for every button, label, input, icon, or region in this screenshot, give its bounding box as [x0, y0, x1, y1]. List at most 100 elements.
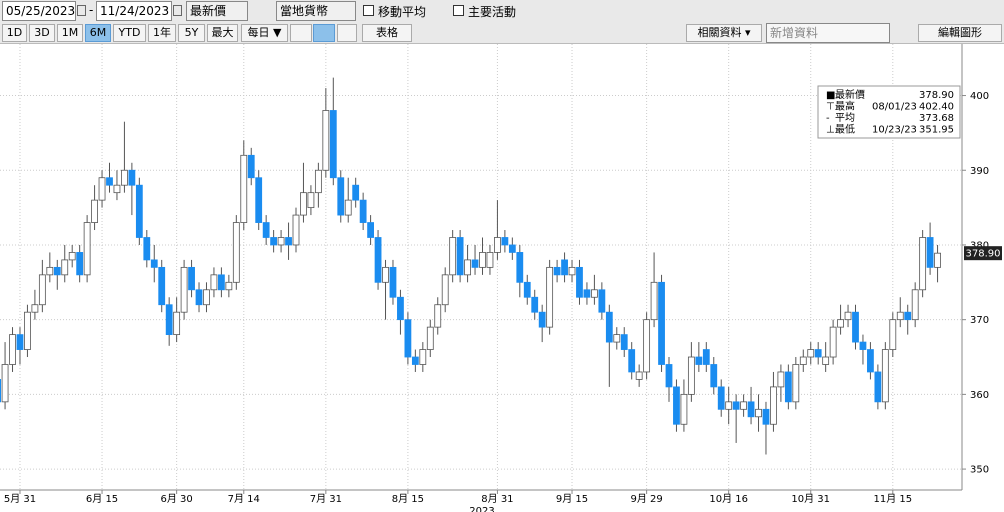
candle-body	[486, 252, 494, 268]
start-date[interactable]: 05/25/2023	[2, 1, 76, 21]
icon-button[interactable]	[290, 24, 312, 42]
candle-body	[61, 259, 69, 276]
candle	[300, 162, 307, 223]
candle-body	[635, 371, 643, 380]
candle	[695, 342, 703, 372]
x-tick-label: 5月 31	[4, 493, 36, 505]
candle	[277, 230, 285, 253]
candle-body	[300, 192, 307, 216]
candle	[874, 364, 882, 410]
legend-label: 最高	[835, 100, 855, 113]
candle	[471, 244, 479, 275]
candle-body	[158, 266, 166, 306]
candle-body	[822, 356, 830, 365]
candle-body	[173, 311, 181, 336]
legend-value: 402.40	[919, 102, 954, 113]
candle	[337, 170, 345, 223]
candle	[867, 342, 874, 380]
candle-body	[277, 237, 285, 246]
candle-body	[583, 289, 591, 298]
x-tick-label: 9月 15	[556, 493, 588, 505]
legend-date: 08/01/23	[872, 102, 917, 113]
candle-body	[859, 341, 867, 350]
candle	[673, 379, 680, 432]
candle	[150, 244, 158, 283]
candle	[285, 222, 292, 260]
checkbox[interactable]	[453, 5, 464, 16]
edit-chart[interactable]: 編輯圖形	[918, 24, 1002, 42]
range-button[interactable]: YTD	[113, 24, 146, 42]
table-button[interactable]: 表格	[362, 24, 412, 42]
candle-body	[16, 334, 24, 350]
candle	[904, 304, 912, 335]
candle-body	[762, 408, 770, 425]
candle	[665, 357, 673, 402]
candle-body	[508, 244, 516, 253]
frequency[interactable]: 每日 ▼	[241, 24, 288, 42]
checkbox[interactable]	[363, 5, 374, 16]
calendar-icon[interactable]	[77, 5, 86, 16]
legend-icon: ⊥	[826, 125, 835, 136]
candle-body	[837, 319, 844, 328]
candle	[680, 379, 688, 432]
candle-body	[605, 311, 613, 343]
candle	[16, 327, 24, 365]
add-data[interactable]: 新增資料	[766, 23, 890, 43]
y-tick-label: 350	[970, 465, 989, 476]
range-button[interactable]: 6M	[85, 24, 111, 42]
candle	[173, 297, 181, 343]
key-events[interactable]: 主要活動	[468, 5, 517, 19]
candle	[717, 379, 725, 417]
y-tick-label: 380	[970, 240, 989, 251]
candle	[598, 282, 606, 320]
currency-select[interactable]: 當地貨幣	[276, 1, 356, 21]
end-date[interactable]: 11/24/2023	[96, 1, 172, 21]
candle-body	[874, 371, 882, 403]
candle-body	[673, 386, 680, 425]
candle	[91, 185, 98, 231]
candle	[658, 274, 665, 372]
candle-body	[531, 296, 539, 313]
candle	[523, 274, 531, 305]
icon-button[interactable]	[313, 24, 335, 42]
candle	[449, 230, 457, 283]
candle-body	[352, 184, 360, 201]
candle-body	[46, 266, 54, 276]
candle-body	[68, 252, 76, 261]
calendar-icon[interactable]	[173, 5, 182, 16]
range-button[interactable]: 5Y	[178, 24, 205, 42]
range-button[interactable]: 1D	[2, 24, 27, 42]
related-button[interactable]: 相關資料 ▾	[686, 24, 762, 42]
candle	[404, 312, 412, 365]
icon-button[interactable]	[337, 24, 357, 42]
y-tick-label: 360	[970, 390, 989, 401]
candle	[292, 207, 300, 253]
range-button[interactable]: 最大	[207, 24, 238, 42]
candle-body	[106, 177, 113, 186]
candle-body	[628, 349, 636, 373]
field-select[interactable]: 最新價	[186, 1, 248, 21]
candle	[121, 121, 128, 193]
range-button[interactable]: 1年	[148, 24, 176, 42]
candle-body	[1, 364, 9, 403]
candle	[24, 304, 31, 358]
range-button[interactable]: 1M	[57, 24, 83, 42]
candle-body	[844, 311, 852, 321]
candle	[643, 312, 651, 380]
range-button[interactable]: 3D	[29, 24, 55, 42]
legend-label: 平均	[835, 112, 855, 124]
candle	[210, 267, 218, 298]
candle-body	[135, 184, 143, 238]
candle-body	[121, 169, 128, 186]
candle-body	[934, 252, 941, 268]
candle	[314, 162, 322, 208]
candle-body	[546, 266, 554, 328]
moving-average[interactable]: 移動平均	[378, 5, 427, 19]
candle-body	[516, 252, 524, 283]
candle	[740, 394, 747, 417]
candle-body	[419, 349, 427, 365]
candle-body	[262, 222, 270, 238]
x-tick-label: 7月 14	[228, 493, 260, 505]
candle-body	[389, 266, 397, 298]
candle-body	[777, 371, 785, 388]
